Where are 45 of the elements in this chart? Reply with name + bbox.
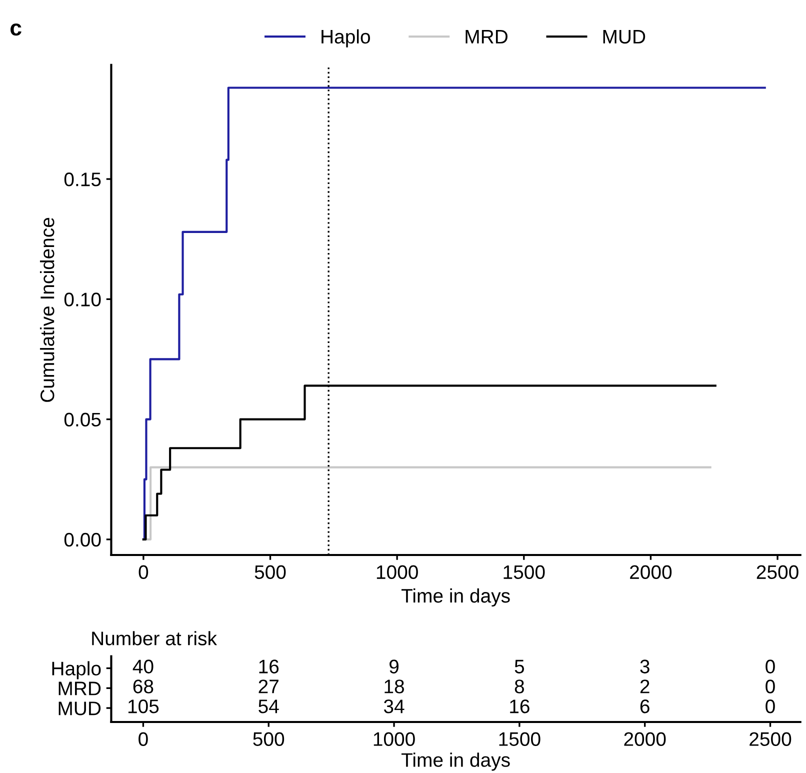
y-tick-label: 0.00 [64,532,101,547]
x-tick-label: 1000 [374,732,415,746]
data-label: 105 [128,699,159,714]
data-label: 40 [132,660,154,674]
x-tick-label: 2500 [756,565,798,580]
y-tick-label: MRD [58,682,101,696]
data-label: 18 [384,680,404,694]
x-tick-label: 2500 [750,732,792,746]
data-label: 68 [133,680,154,694]
x-tick-label: 1000 [376,565,418,580]
x-tick-label: 500 [253,732,284,746]
x-tick-label: 500 [254,565,286,580]
legend-label: MRD [466,30,508,44]
x-tick-label: 1500 [499,732,540,746]
y-axis-title: Cumulative Incidence [40,218,54,402]
y-tick-label: Haplo [52,661,101,680]
data-label: 9 [390,660,399,674]
y-tick-label: 0.05 [64,412,101,427]
text: c [10,23,22,36]
chart-title: Number at risk [92,631,217,646]
y-tick-label: MUD [58,702,101,716]
x-tick-label: 2000 [630,565,672,580]
x-tick-label: 1500 [504,565,545,580]
data-label: 16 [259,660,279,674]
data-label: 2 [640,680,650,694]
y-tick-label: 0.15 [64,172,101,186]
data-label: 8 [514,680,524,694]
y-tick-label: 0.10 [64,292,101,306]
data-label: 6 [640,699,650,714]
data-label: 5 [514,660,524,674]
data-label: 34 [384,699,404,714]
legend-label: MUD [603,30,646,44]
data-label: 16 [510,699,530,714]
legend-label: Haplo [322,29,370,48]
x-tick-label: 0 [138,732,148,746]
data-label: 0 [766,680,775,694]
data-label: 0 [766,660,775,674]
data-label: 27 [258,680,278,694]
data-label: 54 [258,700,279,714]
x-axis-title: Time in days [401,588,510,607]
x-tick-label: 2000 [624,732,666,746]
x-axis-title: Time in days [401,752,510,771]
data-label: 3 [640,660,650,674]
data-label: 0 [766,699,775,714]
x-tick-label: 0 [138,565,148,580]
